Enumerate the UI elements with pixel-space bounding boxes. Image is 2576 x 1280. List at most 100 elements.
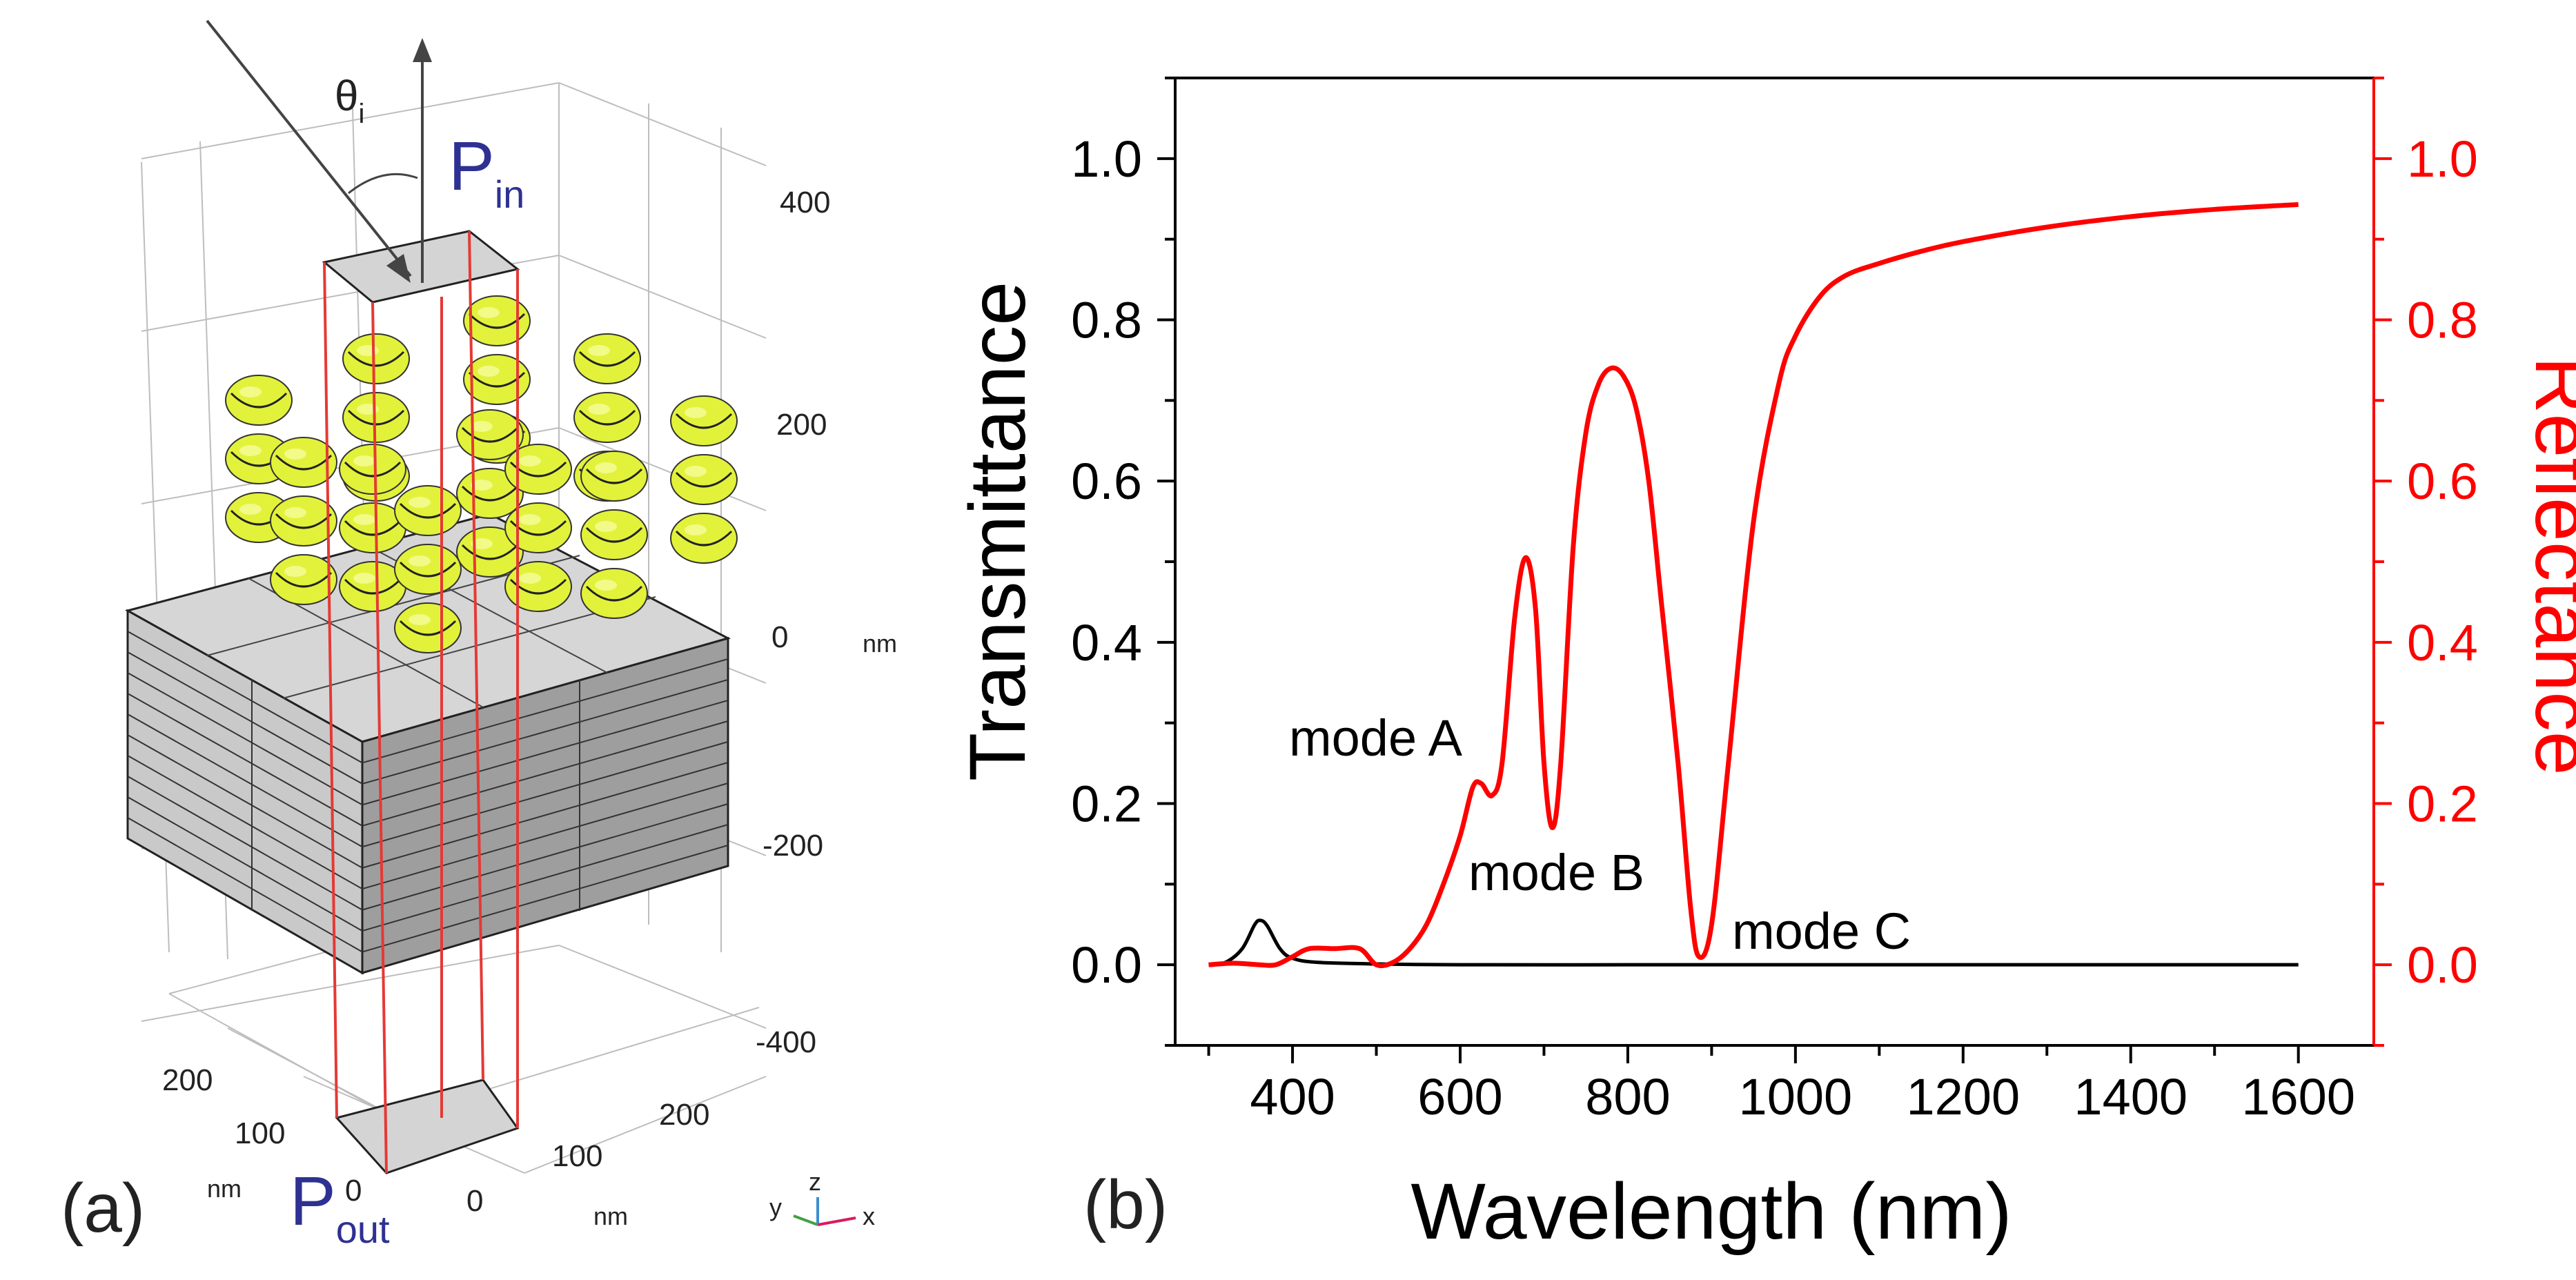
x-axis-ticks: 400 600 800 1000 1200 1400 1600	[1207, 1045, 2355, 1125]
panel-a-schematic: θi Pin Pout (a) 400 200 0 -200 -400 nm 2…	[61, 19, 897, 1251]
y-tick-0: 0	[345, 1174, 362, 1208]
svg-text:z: z	[809, 1168, 821, 1196]
slab-layer-line	[362, 803, 729, 911]
mode-a-annotation: mode A	[1289, 709, 1463, 767]
series-group	[1208, 201, 2299, 969]
slab-layer-line	[127, 776, 363, 911]
svg-text:x: x	[863, 1202, 875, 1230]
helix-particle	[504, 444, 572, 612]
x-tick-label: 1600	[2241, 1068, 2355, 1125]
x-tick-100: 100	[552, 1139, 602, 1173]
panel-b-chart: 400 600 800 1000 1200 1400 1600 0.00.20.40.60.…	[954, 77, 2576, 1256]
slab-layer-line	[362, 700, 729, 806]
y-left-tick-label: 0.4	[1071, 614, 1142, 671]
p-in-label: Pin	[449, 128, 524, 216]
left-axis-label: Transmittance	[954, 282, 1042, 781]
y-right-tick-label: 0.8	[2407, 292, 2478, 349]
z-tick-400: 400	[780, 186, 830, 219]
slab-layer-line	[127, 713, 363, 848]
port-box-edge	[323, 262, 338, 1119]
slab-layer-line	[362, 762, 729, 869]
theta-label: θi	[335, 72, 364, 129]
svg-text:y: y	[769, 1193, 782, 1221]
normal-arrow	[413, 38, 432, 283]
port-box-edge	[468, 230, 484, 1081]
grid-line	[141, 945, 560, 1022]
grid-line	[558, 945, 767, 1029]
grid-line	[558, 427, 767, 511]
x-axis-label: Wavelength (nm)	[1410, 1168, 2012, 1256]
slab-layer-line	[362, 679, 729, 785]
x-tick-label: 1000	[1739, 1068, 1853, 1125]
x-tick-0: 0	[466, 1184, 483, 1218]
series-line-reflectance	[1208, 201, 2299, 969]
p-out-label: Pout	[290, 1163, 390, 1251]
y-tick-200: 200	[162, 1063, 213, 1097]
port-box-edge	[371, 302, 388, 1174]
z-tick-neg400: -400	[756, 1025, 816, 1059]
helix-particle	[394, 485, 462, 653]
x-tick-label: 800	[1585, 1068, 1670, 1125]
x-tick-label: 600	[1417, 1068, 1502, 1125]
y-right-tick-label: 0.0	[2407, 936, 2478, 994]
y-left-tick-label: 0.6	[1071, 453, 1142, 510]
angle-arc-icon	[348, 173, 418, 195]
slab-layer-line	[127, 734, 363, 869]
panel-a-label: (a)	[61, 1170, 145, 1247]
grid-line	[524, 1076, 767, 1174]
y-right-tick-label: 0.2	[2407, 776, 2478, 833]
slab-layer-line	[127, 672, 363, 806]
right-axis-ticks: 0.0 0.2 0.4 0.6 0.8 1.0	[2374, 77, 2478, 1047]
z-unit-label: nm	[863, 629, 897, 658]
grid-line	[558, 255, 767, 339]
slab-layer-line	[362, 845, 729, 953]
grid-line	[558, 82, 767, 166]
y-right-tick-label: 0.4	[2407, 614, 2478, 671]
slab-layer-line	[127, 651, 363, 785]
y-right-tick-label: 1.0	[2407, 130, 2478, 188]
x-unit-label: nm	[593, 1202, 628, 1230]
helix-particle	[339, 444, 406, 612]
slab-layer-line	[127, 796, 363, 932]
z-tick-neg200: -200	[763, 829, 823, 863]
y-left-tick-label: 0.2	[1071, 776, 1142, 833]
y-right-tick-label: 0.6	[2407, 453, 2478, 510]
grid-line	[141, 82, 560, 159]
grid-line	[168, 993, 394, 1119]
helix-particle	[456, 409, 524, 578]
slab-layer-line	[127, 693, 363, 827]
z-tick-0: 0	[771, 620, 788, 654]
helix-particle	[580, 451, 648, 619]
y-left-tick-label: 0.8	[1071, 292, 1142, 349]
x-tick-200: 200	[659, 1098, 709, 1132]
slab-layer-line	[362, 782, 729, 890]
incident-arrow	[206, 19, 412, 283]
slab-layer-line	[127, 817, 363, 953]
plot-frame	[1174, 77, 2375, 1047]
slab-layer-line	[362, 658, 729, 764]
slab-layer-line	[362, 824, 729, 932]
axis-triad-icon: z x y	[769, 1168, 875, 1230]
z-tick-200: 200	[776, 408, 827, 442]
y-unit-label: nm	[207, 1174, 242, 1203]
slab-layer-line	[362, 720, 729, 827]
right-axis-label: Reflectance	[2519, 356, 2576, 775]
slab-layer-line	[127, 631, 363, 764]
helix-particle	[670, 395, 738, 564]
y-left-tick-label: 0.0	[1071, 936, 1142, 994]
y-left-tick-label: 1.0	[1071, 130, 1142, 188]
x-tick-label: 400	[1250, 1068, 1335, 1125]
slab-layer-line	[362, 741, 729, 848]
panel-b-label: (b)	[1083, 1166, 1168, 1243]
output-port	[335, 1079, 520, 1174]
left-axis-ticks: 0.0 0.2 0.4 0.6 0.8 1.0	[1071, 77, 1175, 1047]
mode-b-annotation: mode B	[1468, 844, 1644, 901]
x-tick-label: 1200	[1906, 1068, 2020, 1125]
series-line-transmittance	[1208, 918, 2299, 967]
mode-c-annotation: mode C	[1732, 903, 1911, 960]
y-tick-100: 100	[235, 1116, 285, 1150]
helix-particle	[270, 437, 337, 605]
x-tick-label: 1400	[2074, 1068, 2187, 1125]
helix-array	[225, 295, 738, 653]
